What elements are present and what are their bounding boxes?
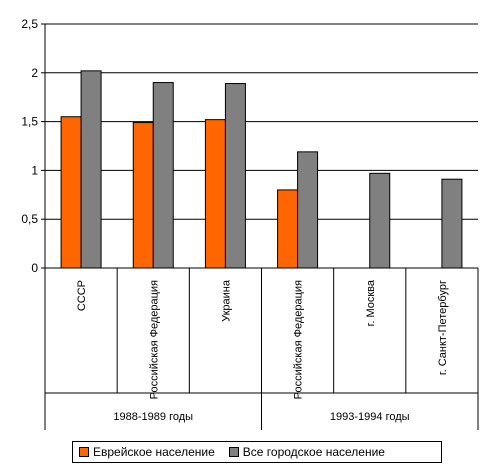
- category-label: СССР: [76, 280, 88, 311]
- y-tick-label: 1,5: [21, 115, 38, 129]
- group-label: 1993-1994 годы: [330, 411, 410, 423]
- group-label: 1988-1989 годы: [113, 411, 193, 423]
- category-label: г. Москва: [365, 279, 377, 326]
- y-tick-label: 0: [31, 261, 38, 275]
- legend-swatch-jewish: [79, 447, 89, 457]
- y-tick-label: 0,5: [21, 212, 38, 226]
- bar: [277, 189, 299, 269]
- bar: [80, 70, 102, 269]
- y-tick-label: 1: [31, 163, 38, 177]
- legend-label-urban: Все городское население: [242, 445, 385, 459]
- bar-chart: 0 0,5 1 1,5 2 2,5 СССР Российская Федерация Укра…: [21, 17, 479, 430]
- bar: [441, 178, 463, 269]
- category-label: г. Санкт-Петербург: [437, 280, 449, 375]
- bar: [204, 119, 226, 269]
- legend-label-jewish: Еврейское население: [93, 445, 215, 459]
- bar: [152, 82, 174, 269]
- y-tick-label: 2: [31, 66, 38, 80]
- legend-item-jewish: Еврейское население: [79, 445, 215, 459]
- legend-swatch-urban: [228, 447, 239, 457]
- bar: [369, 172, 391, 269]
- bar: [224, 83, 246, 269]
- category-label: Российская Федерация: [293, 280, 305, 399]
- bar: [132, 122, 154, 269]
- bar: [60, 116, 82, 269]
- category-label: Российская Федерация: [148, 280, 160, 399]
- legend-item-urban: Все городское население: [228, 445, 385, 459]
- y-tick-label: 2,5: [21, 17, 38, 31]
- legend: Еврейское население Все городское населе…: [72, 441, 442, 463]
- category-label: Украина: [220, 279, 232, 322]
- bar: [297, 151, 319, 269]
